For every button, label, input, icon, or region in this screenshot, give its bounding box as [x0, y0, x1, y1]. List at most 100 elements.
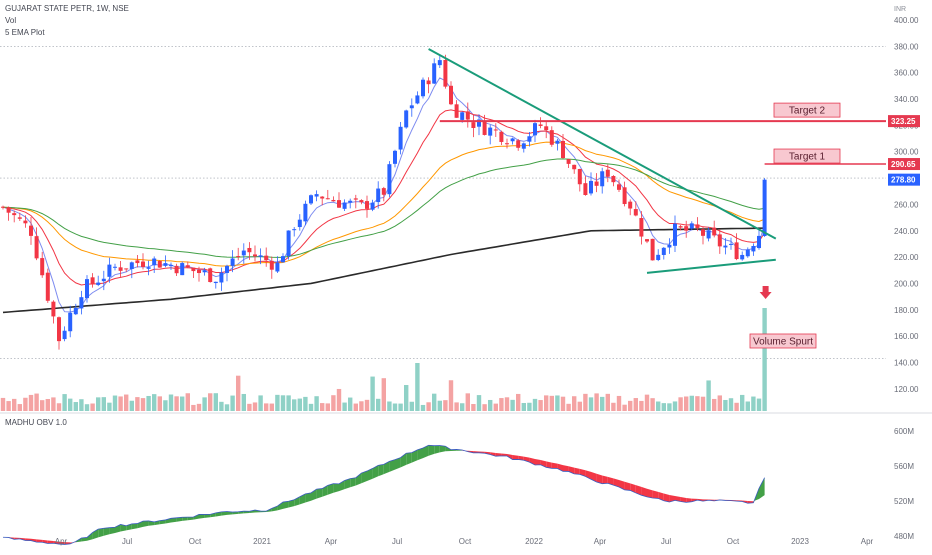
obv-tick-label: 560M — [894, 462, 914, 471]
candle-body — [337, 200, 341, 208]
volume-bar — [258, 395, 262, 411]
candle-body — [119, 267, 123, 270]
candle-body — [432, 63, 436, 83]
volume-bar — [684, 396, 688, 411]
price-tick-label: 400.00 — [894, 16, 919, 25]
candle-body — [219, 273, 223, 283]
volume-bar — [12, 399, 16, 411]
volume-label: Vol — [5, 16, 16, 25]
price-tick-label: 360.00 — [894, 69, 919, 78]
candlesticks — [1, 55, 767, 350]
volume-bar — [247, 404, 251, 411]
obv-tick-label: 520M — [894, 497, 914, 506]
time-tick-label: 2021 — [253, 537, 271, 546]
candle-body — [18, 217, 22, 218]
candle-body — [427, 81, 431, 85]
volume-bar — [236, 376, 240, 411]
obv-fill — [305, 493, 311, 503]
obv-fill — [98, 528, 104, 537]
candle-body — [639, 218, 643, 237]
candle-body — [544, 126, 548, 130]
volume-bar — [253, 402, 257, 411]
volume-bar — [606, 394, 610, 411]
target-2-label: Target 2 — [789, 106, 826, 117]
obv-fill — [647, 489, 653, 498]
volume-bar — [662, 403, 666, 411]
candle-body — [695, 224, 699, 228]
candle-body — [438, 60, 442, 65]
candle-body — [611, 176, 615, 182]
obv-fill — [535, 459, 541, 465]
candle-body — [645, 239, 649, 241]
candle-body — [404, 110, 408, 127]
volume-bar — [275, 395, 279, 411]
volume-bar — [482, 404, 486, 411]
candle-body — [231, 258, 235, 265]
candle-body — [152, 259, 156, 266]
volume-bar — [135, 397, 139, 411]
volume-bar — [320, 403, 324, 411]
time-tick-label: Apr — [594, 537, 607, 546]
volume-bar — [723, 400, 727, 411]
volume-bar — [337, 389, 341, 411]
price-tick-label: 220.00 — [894, 253, 919, 262]
obv-fill — [143, 521, 149, 527]
candle-body — [757, 236, 761, 248]
candle-body — [651, 239, 655, 260]
volume-bar — [376, 399, 380, 411]
ema-green-line — [3, 159, 765, 258]
volume-bar — [40, 400, 44, 411]
candle-body — [550, 130, 554, 145]
candle-body — [163, 263, 167, 266]
candle-body — [359, 200, 363, 202]
candle-body — [494, 129, 498, 130]
candle-body — [180, 263, 184, 275]
volume-bar — [331, 395, 335, 411]
candle-body — [712, 228, 716, 236]
volume-bar — [589, 397, 593, 411]
candle-body — [253, 254, 257, 256]
candle-body — [96, 283, 100, 285]
volume-bar — [706, 380, 710, 411]
volume-bar — [622, 405, 626, 411]
volume-bar — [174, 396, 178, 411]
volume-bar — [449, 380, 453, 411]
candle-body — [567, 159, 571, 164]
candle-body — [399, 127, 403, 150]
candle-body — [595, 182, 599, 186]
candle-body — [107, 265, 111, 277]
obv-fill — [109, 527, 115, 534]
price-tag-last: 278.80 — [891, 176, 916, 185]
volume-bar — [191, 405, 195, 411]
volume-bar — [432, 394, 436, 411]
volume-bar — [729, 398, 733, 411]
target-1-label: Target 1 — [789, 152, 826, 163]
candle-body — [527, 136, 531, 141]
candle-body — [7, 207, 11, 213]
obv-tick-label: 600M — [894, 427, 914, 436]
candle-body — [662, 248, 666, 255]
candle-body — [522, 143, 526, 148]
volume-bar — [404, 385, 408, 411]
volume-spurt-label: Volume Spurt — [753, 337, 813, 348]
time-tick-label: Jul — [392, 537, 402, 546]
volume-bar — [634, 398, 638, 411]
candle-body — [186, 265, 190, 267]
volume-bar — [348, 398, 352, 411]
candle-body — [68, 313, 72, 331]
volume-bar — [701, 397, 705, 411]
grid-layer — [0, 46, 932, 413]
price-tick-label: 240.00 — [894, 227, 919, 236]
candle-body — [376, 189, 380, 203]
candle-body — [298, 220, 302, 227]
volume-bar — [516, 394, 520, 411]
obv-fill — [602, 476, 608, 484]
candle-body — [63, 331, 67, 339]
candle-body — [348, 201, 352, 203]
candle-body — [746, 250, 750, 257]
candle-body — [158, 261, 162, 268]
volume-bar — [645, 395, 649, 411]
